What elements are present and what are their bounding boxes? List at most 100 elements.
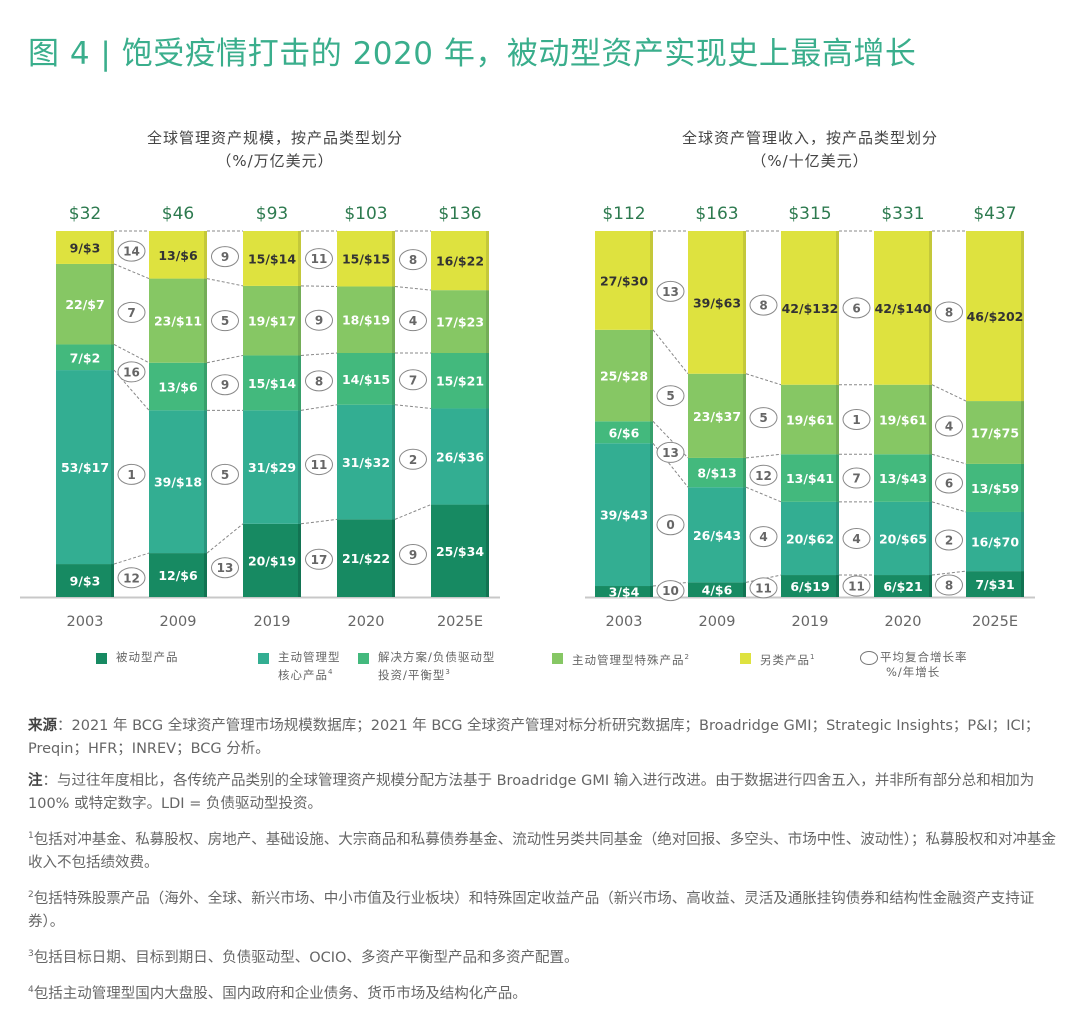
revenue-data-label-2019-active_specialty: 19/$61 (786, 412, 834, 427)
aum-bar-2025E-active_core (431, 408, 489, 505)
aum-cagr-ellipse-solutions (305, 370, 333, 392)
revenue-bar-2020-active_specialty (874, 384, 932, 455)
aum-bar-edge-2009-active_specialty (204, 278, 207, 363)
legend-swatch-passive (96, 653, 107, 664)
revenue-bar-2009-active_core (688, 487, 746, 583)
aum-cagr-ellipse-active_core (399, 448, 427, 470)
footnote-text: 包括主动管理型国内大盘股、国内政府和企业债务、货币市场及结构化产品。 (33, 986, 527, 1002)
aum-cagr-ellipse-passive (399, 543, 427, 565)
revenue-cagr-label-active_core: 4 (852, 532, 860, 546)
aum-bar-edge-2025E-active_specialty (486, 290, 489, 353)
aum-data-label-2019-alternatives: 15/$14 (248, 251, 296, 266)
aum-cagr-label-active_specialty: 9 (315, 314, 323, 328)
revenue-cagr-ellipse-active_core (749, 526, 778, 548)
aum-bar-edge-2019-active_core (298, 410, 301, 524)
revenue-total-label-2009: $163 (695, 204, 738, 224)
aum-cagr-label-passive: 12 (123, 571, 140, 585)
aum-data-label-2003-passive: 9/$3 (70, 574, 101, 589)
revenue-data-label-2020-active_core: 20/$65 (879, 531, 927, 546)
revenue-cagr-ellipse-alternatives (656, 280, 685, 302)
legend-label-active-specialty: 主动管理型特殊产品2 (572, 650, 690, 668)
aum-bar-edge-2019-solutions (298, 355, 301, 411)
aum-cagr-ellipse-active_core (117, 463, 146, 485)
revenue-cagr-ellipse-passive (656, 580, 685, 602)
revenue-cagr-label-alternatives: 13 (662, 285, 679, 299)
aum-data-label-2020-solutions: 14/$15 (342, 372, 390, 387)
aum-data-label-2020-passive: 21/$22 (342, 551, 390, 566)
aum-cagr-label-active_specialty: 5 (221, 314, 229, 328)
aum-cagr-ellipse-passive (117, 567, 146, 589)
revenue-bar-2025E-active_core (966, 511, 1024, 572)
revenue-cagr-label-solutions: 13 (662, 446, 679, 460)
footnote-marker: 4 (328, 668, 334, 676)
revenue-bar-edge-2020-solutions (929, 454, 932, 502)
aum-bar-edge-2019-passive (298, 523, 301, 597)
aum-bar-2020-alternatives (337, 231, 395, 287)
aum-connector-active_core (113, 369, 150, 411)
aum-bar-edge-2009-alternatives (204, 231, 207, 279)
revenue-data-label-2020-solutions: 13/$43 (879, 471, 927, 486)
aum-connector-solutions (113, 344, 150, 364)
aum-bar-edge-2025E-active_core (486, 408, 489, 505)
revenue-data-label-2003-solutions: 6/$6 (609, 425, 640, 440)
aum-connector-active_specialty (206, 278, 244, 287)
revenue-bar-2019-active_specialty (781, 384, 839, 455)
revenue-cagr-label-passive: 11 (755, 581, 772, 595)
aum-data-label-2003-active_core: 53/$17 (61, 460, 109, 475)
aum-data-label-2025E-active_specialty: 17/$23 (436, 315, 484, 330)
aum-bar-2019-solutions (243, 355, 301, 411)
footnote-marker: 2 (684, 653, 690, 661)
footnote-3: 3包括目标日期、目标到期日、负债驱动型、OCIO、多资产平衡型产品和多资产配置。 (28, 943, 1068, 970)
aum-data-label-2003-solutions: 7/$2 (70, 350, 101, 365)
aum-cagr-ellipse-solutions (399, 369, 427, 391)
right-chart-title-block: 全球资产管理收入，按产品类型划分 （%/十亿美元） (595, 127, 1025, 173)
revenue-bar-edge-2019-solutions (836, 454, 839, 502)
footnote-number: 1 (28, 831, 34, 841)
revenue-bar-edge-2019-active_specialty (836, 384, 839, 455)
revenue-bar-2025E-active_specialty (966, 401, 1024, 464)
aum-bar-2003-alternatives (56, 231, 114, 264)
revenue-cagr-label-passive: 10 (662, 584, 679, 598)
revenue-data-label-2019-passive: 6/$19 (790, 579, 829, 594)
aum-cagr-ellipse-alternatives (399, 249, 427, 271)
footnote-4: 4包括主动管理型国内大盘股、国内政府和企业债务、货币市场及结构化产品。 (28, 979, 1068, 1006)
aum-bar-edge-2020-passive (392, 519, 395, 597)
revenue-data-label-2009-alternatives: 39/$63 (693, 295, 741, 310)
revenue-bar-2025E-solutions (966, 463, 1024, 512)
revenue-bar-2019-alternatives (781, 231, 839, 385)
revenue-data-label-2025E-solutions: 13/$59 (971, 481, 1019, 496)
revenue-bar-2009-alternatives (688, 231, 746, 374)
revenue-cagr-ellipse-solutions (842, 467, 871, 489)
revenue-bar-edge-2019-active_core (836, 501, 839, 576)
revenue-cagr-label-active_core: 2 (945, 533, 953, 547)
aum-bar-2009-active_specialty (149, 278, 207, 363)
aum-connector-passive (394, 504, 432, 520)
aum-bar-2009-passive (149, 553, 207, 597)
revenue-bar-edge-2025E-active_core (1021, 511, 1024, 572)
aum-bar-edge-2009-solutions (204, 362, 207, 411)
aum-data-label-2025E-solutions: 15/$21 (436, 374, 484, 389)
revenue-connector-active_specialty (652, 329, 689, 375)
aum-cagr-ellipse-solutions (211, 374, 239, 396)
legend-swatch-solutions (358, 653, 369, 664)
revenue-cagr-label-active_core: 4 (759, 530, 767, 544)
aum-bar-edge-2003-alternatives (111, 231, 114, 264)
aum-connector-passive (206, 523, 244, 554)
charts-canvas: 9/$3 53/$17 7/$2 22/$7 9/$3 $32 2003 12/$6 39/$1… (20, 204, 1035, 630)
legend-label-solutions: 解决方案/负债驱动型 投资/平衡型3 (378, 650, 495, 683)
aum-cagr-ellipse-active_specialty (117, 301, 146, 323)
revenue-cagr-ellipse-solutions (656, 441, 685, 463)
revenue-connector-passive (931, 570, 967, 576)
revenue-x-tick-2020: 2020 (885, 614, 922, 630)
aum-connector-solutions (206, 354, 244, 364)
revenue-cagr-label-active_specialty: 1 (852, 413, 860, 427)
aum-data-label-2020-active_specialty: 18/$19 (342, 313, 390, 328)
note-text: ：与过往年度相比，各传统产品类别的全球管理资产规模分配方法基于 Broadrid… (28, 773, 1035, 812)
aum-bar-edge-2003-active_core (111, 370, 114, 565)
revenue-x-tick-2025E: 2025E (972, 614, 1018, 630)
aum-bar-edge-2025E-solutions (486, 353, 489, 409)
aum-connector-active_core (394, 404, 432, 409)
aum-total-label-2025E: $136 (438, 204, 481, 224)
aum-cagr-label-solutions: 8 (315, 374, 323, 388)
aum-bar-edge-2003-active_specialty (111, 263, 114, 345)
